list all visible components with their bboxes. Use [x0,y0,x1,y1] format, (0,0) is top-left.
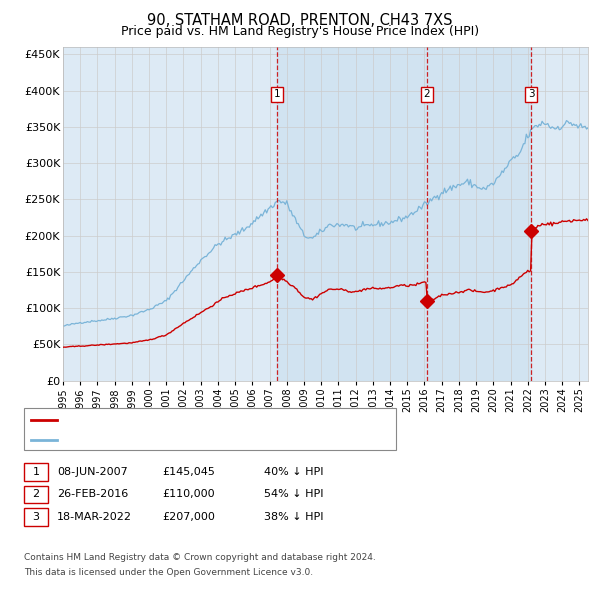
Text: 26-FEB-2016: 26-FEB-2016 [57,490,128,499]
Text: 90, STATHAM ROAD, PRENTON, CH43 7XS (detached house): 90, STATHAM ROAD, PRENTON, CH43 7XS (det… [60,415,372,425]
Text: Contains HM Land Registry data © Crown copyright and database right 2024.: Contains HM Land Registry data © Crown c… [24,553,376,562]
Text: 1: 1 [32,467,40,477]
Text: 18-MAR-2022: 18-MAR-2022 [57,512,132,522]
Text: This data is licensed under the Open Government Licence v3.0.: This data is licensed under the Open Gov… [24,568,313,577]
Text: 3: 3 [32,512,40,522]
Text: 54% ↓ HPI: 54% ↓ HPI [264,490,323,499]
Text: HPI: Average price, detached house, Wirral: HPI: Average price, detached house, Wirr… [60,435,284,444]
Text: 08-JUN-2007: 08-JUN-2007 [57,467,128,477]
Text: 1: 1 [274,89,280,99]
Text: £110,000: £110,000 [162,490,215,499]
Text: £145,045: £145,045 [162,467,215,477]
Text: 90, STATHAM ROAD, PRENTON, CH43 7XS: 90, STATHAM ROAD, PRENTON, CH43 7XS [147,13,453,28]
Text: 38% ↓ HPI: 38% ↓ HPI [264,512,323,522]
Text: 40% ↓ HPI: 40% ↓ HPI [264,467,323,477]
Text: 2: 2 [424,89,430,99]
Text: £207,000: £207,000 [162,512,215,522]
Text: 2: 2 [32,490,40,499]
Text: 3: 3 [528,89,535,99]
Bar [277,47,532,381]
Text: Price paid vs. HM Land Registry's House Price Index (HPI): Price paid vs. HM Land Registry's House … [121,25,479,38]
